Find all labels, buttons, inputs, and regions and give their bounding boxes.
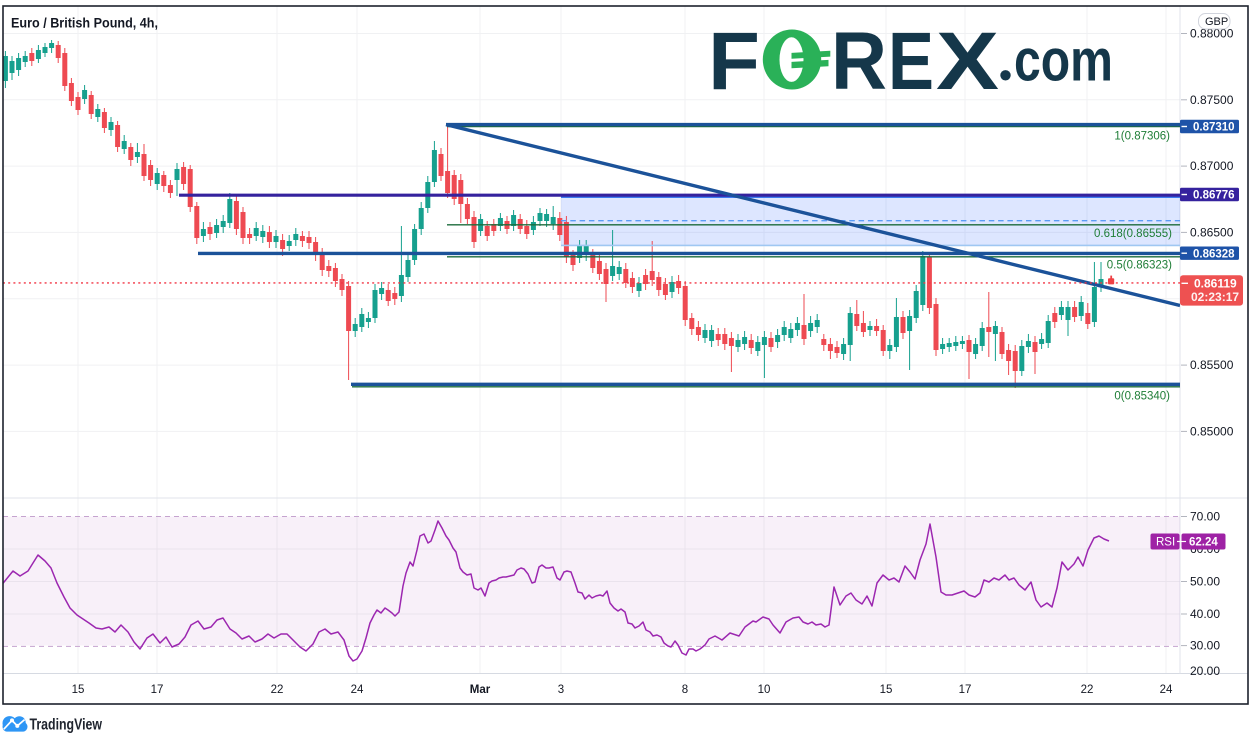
svg-text:1(0.87306): 1(0.87306) — [1114, 131, 1170, 143]
svg-text:50.00: 50.00 — [1190, 575, 1220, 589]
svg-text:0.5(0.86323): 0.5(0.86323) — [1107, 260, 1172, 272]
svg-text:RSI: RSI — [1156, 537, 1175, 549]
svg-text:70.00: 70.00 — [1190, 510, 1220, 524]
svg-text:20.00: 20.00 — [1190, 664, 1220, 678]
svg-text:0.85000: 0.85000 — [1190, 424, 1234, 438]
svg-text:30.00: 30.00 — [1190, 639, 1220, 653]
svg-text:R: R — [831, 16, 887, 107]
svg-text:0.618(0.86555): 0.618(0.86555) — [1094, 228, 1172, 240]
svg-text:0.86500: 0.86500 — [1190, 225, 1234, 239]
svg-text:X: X — [936, 16, 999, 107]
svg-text:TradingView: TradingView — [30, 717, 103, 734]
svg-text:17: 17 — [151, 684, 164, 696]
svg-text:17: 17 — [959, 684, 972, 696]
svg-text:0.86776: 0.86776 — [1193, 190, 1235, 202]
svg-text:Mar: Mar — [470, 684, 491, 696]
svg-text:0(0.85340): 0(0.85340) — [1114, 391, 1170, 403]
svg-text:02:23:17: 02:23:17 — [1191, 290, 1239, 304]
svg-text:8: 8 — [682, 684, 688, 696]
svg-text:24: 24 — [351, 684, 364, 696]
svg-text:0.85500: 0.85500 — [1190, 358, 1234, 372]
svg-text:24: 24 — [1160, 684, 1173, 696]
svg-text:0.87500: 0.87500 — [1190, 93, 1234, 107]
svg-text:0.87000: 0.87000 — [1190, 159, 1234, 173]
svg-text:0.86119: 0.86119 — [1194, 277, 1237, 291]
svg-text:E: E — [888, 16, 934, 107]
svg-text:Euro / British Pound, 4h,: Euro / British Pound, 4h, — [11, 16, 158, 31]
svg-text:62.24: 62.24 — [1189, 537, 1218, 549]
svg-text:com: com — [1014, 27, 1113, 93]
svg-text:GBP: GBP — [1205, 16, 1228, 28]
svg-text:10: 10 — [758, 684, 771, 696]
svg-text:22: 22 — [1081, 684, 1094, 696]
svg-text:40.00: 40.00 — [1190, 607, 1220, 621]
svg-text:15: 15 — [72, 684, 85, 696]
svg-text:0.86328: 0.86328 — [1193, 248, 1235, 260]
svg-text:0.88000: 0.88000 — [1190, 27, 1234, 41]
svg-text:22: 22 — [271, 684, 284, 696]
svg-text:15: 15 — [880, 684, 893, 696]
svg-text:F: F — [708, 16, 760, 107]
svg-text:0.87310: 0.87310 — [1193, 122, 1235, 134]
svg-text:3: 3 — [558, 684, 564, 696]
